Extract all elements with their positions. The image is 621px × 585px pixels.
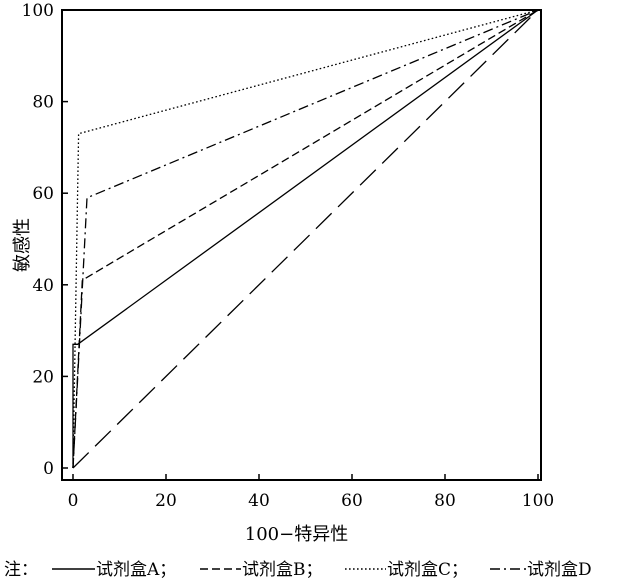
y-tick-label-20: 20 <box>32 367 54 387</box>
y-tick-label-100: 100 <box>22 1 54 21</box>
legend: 注： 试剂盒A； 试剂盒B； 试剂盒C； 试剂盒D <box>4 560 592 580</box>
legend-label-试剂盒A: 试剂盒A； <box>96 560 176 580</box>
legend-label-试剂盒B: 试剂盒B； <box>242 560 323 580</box>
x-tick-label-100: 100 <box>522 491 554 511</box>
series-line-试剂盒A <box>72 9 539 468</box>
series-line-5 <box>72 9 539 469</box>
x-tick-label-40: 40 <box>248 491 270 511</box>
ticks-layer: 0 20 40 60 80 100 0 20 40 60 80 100 <box>22 1 555 511</box>
x-tick-label-80: 80 <box>434 491 456 511</box>
y-tick-label-80: 80 <box>32 93 54 113</box>
legend-label-试剂盒D: 试剂盒D <box>527 560 592 580</box>
x-tick-label-60: 60 <box>341 491 363 511</box>
series-line-试剂盒B <box>72 9 539 469</box>
legend-label-试剂盒C: 试剂盒C； <box>387 560 468 580</box>
x-axis-title: 100−特异性 <box>245 524 348 545</box>
plot-frame <box>61 9 542 481</box>
y-tick-label-0: 0 <box>43 459 54 479</box>
y-axis-title: 敏感性 <box>12 218 33 272</box>
y-tick-label-60: 60 <box>32 184 54 204</box>
y-tick-label-40: 40 <box>32 276 54 296</box>
x-tick-label-0: 0 <box>68 491 79 511</box>
x-tick-label-20: 20 <box>155 491 177 511</box>
series-layer <box>72 9 539 469</box>
legend-note-prefix: 注： <box>4 560 38 580</box>
